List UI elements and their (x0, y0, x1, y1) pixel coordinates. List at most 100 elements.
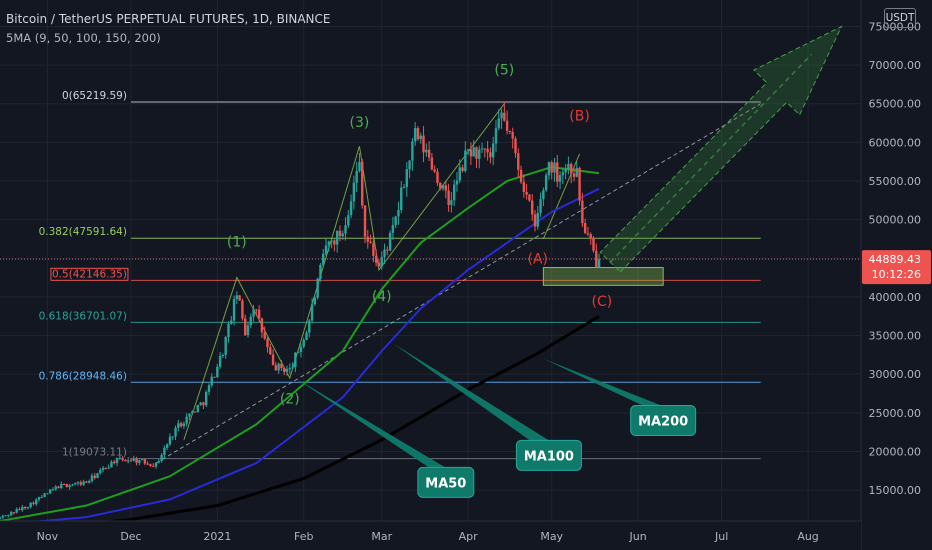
candle-body (544, 175, 548, 191)
candle-body (508, 130, 512, 132)
candle-body (213, 376, 216, 378)
candle-body (335, 230, 339, 245)
candle-body (99, 469, 102, 474)
candle-body (257, 309, 261, 319)
candle-body (416, 128, 420, 140)
candle-body (430, 157, 434, 170)
candle-body (405, 169, 409, 188)
candle-body (188, 413, 191, 417)
candle-body (87, 481, 91, 483)
candle-body (539, 199, 542, 213)
currency-button[interactable]: USDT (884, 8, 916, 28)
candle-body (46, 493, 49, 495)
candle-body (9, 512, 13, 516)
candle-body (37, 497, 41, 500)
price-tick-label: 20000.00 (869, 445, 922, 458)
candle-body (391, 225, 395, 233)
target-zone (542, 267, 664, 286)
candle-body (35, 499, 38, 505)
candle-body (135, 458, 138, 463)
callout-box (515, 439, 582, 471)
candle-body (380, 257, 383, 267)
candle-body (291, 367, 294, 369)
candle-body (132, 458, 135, 461)
candle-body (221, 355, 225, 357)
candle-body (553, 162, 556, 173)
candle-body (366, 236, 370, 242)
candle-body (575, 167, 578, 177)
candle-body (494, 128, 498, 144)
candle-body (93, 475, 96, 478)
last-price-label: 44889.43 (869, 253, 922, 266)
ma100-callout: MA100 (524, 449, 574, 464)
candle-body (419, 135, 422, 140)
candle-body (74, 483, 77, 485)
candle-body (199, 402, 202, 406)
candle-body (177, 423, 180, 428)
candle-body (48, 489, 52, 494)
price-tick-label: 25000.00 (869, 407, 922, 420)
candle-body (361, 161, 364, 206)
candle-body (18, 509, 21, 511)
candle-body (185, 416, 188, 424)
candle-body (43, 493, 46, 498)
candle-body (29, 502, 32, 508)
candle-body (207, 385, 211, 392)
candle-body (466, 149, 470, 151)
candle-body (377, 262, 381, 267)
price-tick-label: 35000.00 (869, 330, 922, 343)
candle-body (193, 411, 197, 413)
candle-body (422, 135, 425, 153)
candle-body (452, 184, 456, 201)
callout-pointer (295, 378, 449, 470)
candle-body (411, 141, 414, 161)
candle-body (528, 194, 531, 201)
fib-label: 1(19073.11) (62, 447, 127, 459)
candle-body (583, 223, 587, 234)
candle-body (319, 264, 322, 279)
candle-body (556, 162, 559, 182)
candle-body (255, 309, 258, 311)
candle-body (542, 190, 545, 200)
candle-body (124, 459, 127, 462)
candle-body (296, 352, 300, 354)
last-price-tag (862, 250, 931, 285)
price-tick-label: 40000.00 (869, 291, 922, 304)
wave-label: (1) (227, 235, 247, 251)
time-tick-label: Jun (628, 530, 646, 543)
candle-body (567, 163, 570, 170)
ma100-line (0, 187, 600, 526)
indicator-legend: 5MA (9, 50, 100, 150, 200) (6, 31, 161, 45)
candle-body (305, 332, 308, 340)
candle-body (288, 368, 291, 370)
fib-label: 0.618(36701.07) (39, 310, 127, 322)
candle-body (277, 363, 280, 371)
candle-body (547, 162, 551, 176)
candle-body (26, 507, 30, 509)
candle-body (230, 320, 233, 324)
candle-body (444, 185, 448, 191)
candle-body (82, 481, 85, 485)
candle-body (0, 517, 2, 519)
candle-body (489, 152, 492, 158)
candle-body (522, 181, 526, 192)
countdown-label: 10:12:26 (872, 268, 921, 281)
candle-body (561, 172, 565, 176)
candle-body (333, 240, 336, 245)
candle-body (79, 482, 83, 485)
candle-body (316, 278, 319, 298)
candle-body (54, 486, 57, 490)
candle-body (12, 512, 16, 514)
candle-body (595, 250, 598, 268)
candle-body (436, 171, 439, 183)
candle-body (157, 461, 161, 463)
candle-body (313, 297, 317, 305)
candle-body (140, 459, 144, 461)
candle-body (163, 447, 166, 455)
candle-body (369, 241, 372, 244)
time-tick-label: Feb (294, 530, 313, 543)
candle-body (32, 502, 35, 505)
candle-body (397, 209, 400, 217)
candle-body (472, 147, 475, 157)
